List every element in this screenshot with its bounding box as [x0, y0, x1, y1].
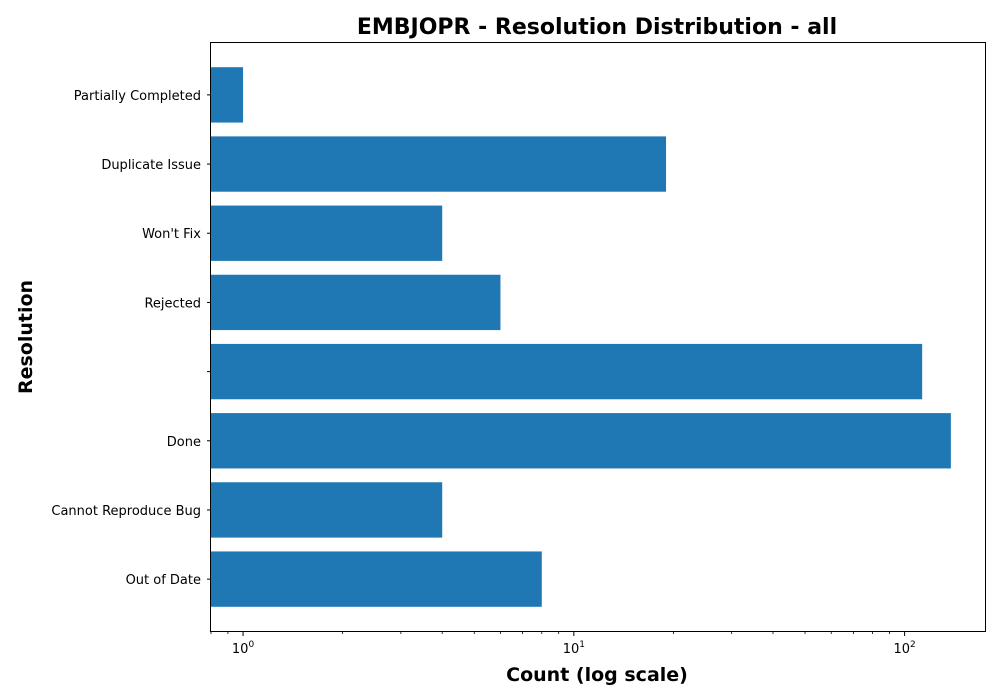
bar — [211, 413, 951, 469]
bar — [211, 205, 443, 261]
x-tick-group: 100 101 102 — [210, 631, 916, 657]
y-axis-label: Resolution — [15, 280, 37, 394]
y-tick-group: Partially Completed Duplicate Issue Won't … — [51, 89, 211, 588]
x-tick-label: 102 — [893, 640, 915, 657]
y-tick-label: Out of Date — [126, 573, 201, 588]
plot-frame — [210, 42, 986, 632]
y-tick-label: Won't Fix — [142, 227, 201, 242]
y-tick-label: Cannot Reproduce Bug — [51, 504, 201, 519]
bar — [211, 343, 923, 400]
bar — [211, 136, 667, 192]
x-axis-label: Count (log scale) — [506, 664, 688, 686]
bar — [211, 551, 542, 607]
bar — [211, 274, 501, 331]
y-tick-label: Duplicate Issue — [101, 158, 201, 173]
y-tick-label: Done — [167, 435, 201, 450]
bars-group — [211, 67, 951, 607]
bar — [211, 67, 244, 123]
chart-title: EMBJOPR - Resolution Distribution - all — [357, 15, 837, 40]
y-tick-label: Rejected — [144, 296, 201, 311]
bar — [211, 482, 443, 538]
x-tick-label: 100 — [232, 640, 255, 657]
y-tick-label: Partially Completed — [74, 89, 201, 104]
x-tick-label: 101 — [563, 640, 585, 657]
